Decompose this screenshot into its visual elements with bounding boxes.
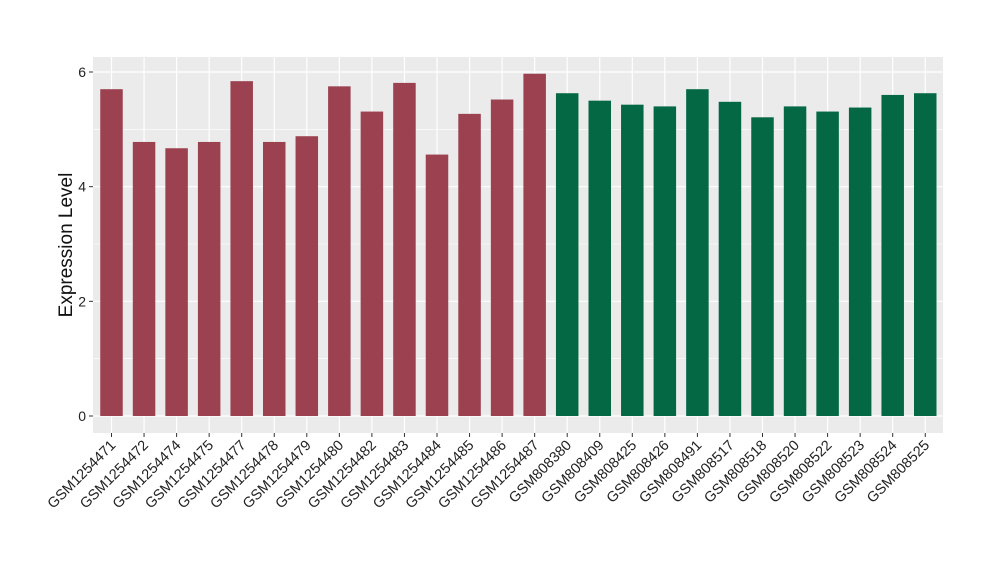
bar-GSM1254478 — [263, 141, 286, 417]
bar-GSM808525 — [914, 93, 937, 417]
x-axis: GSM1254471GSM1254472GSM1254474GSM1254475… — [45, 433, 933, 512]
bar-GSM808409 — [588, 100, 611, 417]
y-axis: 0 2 4 6 — [78, 64, 93, 424]
y-tick-label: 4 — [78, 179, 86, 195]
bar-GSM1254482 — [360, 111, 384, 416]
bar-GSM808523 — [848, 107, 872, 417]
bar-GSM1254471 — [100, 89, 123, 416]
bar-GSM1254484 — [425, 154, 449, 416]
bar-GSM1254475 — [197, 141, 221, 417]
bar-GSM808380 — [555, 93, 579, 417]
bar-GSM808518 — [751, 117, 774, 416]
bar-GSM1254485 — [458, 113, 481, 416]
y-tick-label: 6 — [78, 64, 86, 80]
bar-GSM808426 — [653, 106, 677, 417]
y-tick-label: 2 — [78, 293, 86, 309]
bars — [100, 73, 937, 417]
plot-panel — [93, 57, 943, 433]
bar-GSM1254472 — [132, 141, 156, 417]
bar-GSM1254486 — [490, 99, 514, 417]
y-axis-title: Expression Level — [56, 173, 77, 318]
bar-GSM1254480 — [328, 86, 351, 416]
bar-GSM1254474 — [165, 148, 188, 416]
bar-GSM1254477 — [230, 81, 253, 416]
bar-GSM808517 — [718, 101, 742, 417]
bar-GSM808520 — [783, 106, 807, 417]
y-tick-label: 0 — [78, 408, 86, 424]
bar-GSM1254487 — [523, 73, 546, 416]
bar-GSM808491 — [686, 89, 709, 416]
bar-GSM808425 — [621, 104, 644, 417]
bar-GSM808522 — [816, 111, 839, 416]
bar-GSM1254483 — [393, 82, 416, 416]
bar-GSM1254479 — [295, 136, 319, 417]
bar-GSM808524 — [881, 94, 904, 416]
